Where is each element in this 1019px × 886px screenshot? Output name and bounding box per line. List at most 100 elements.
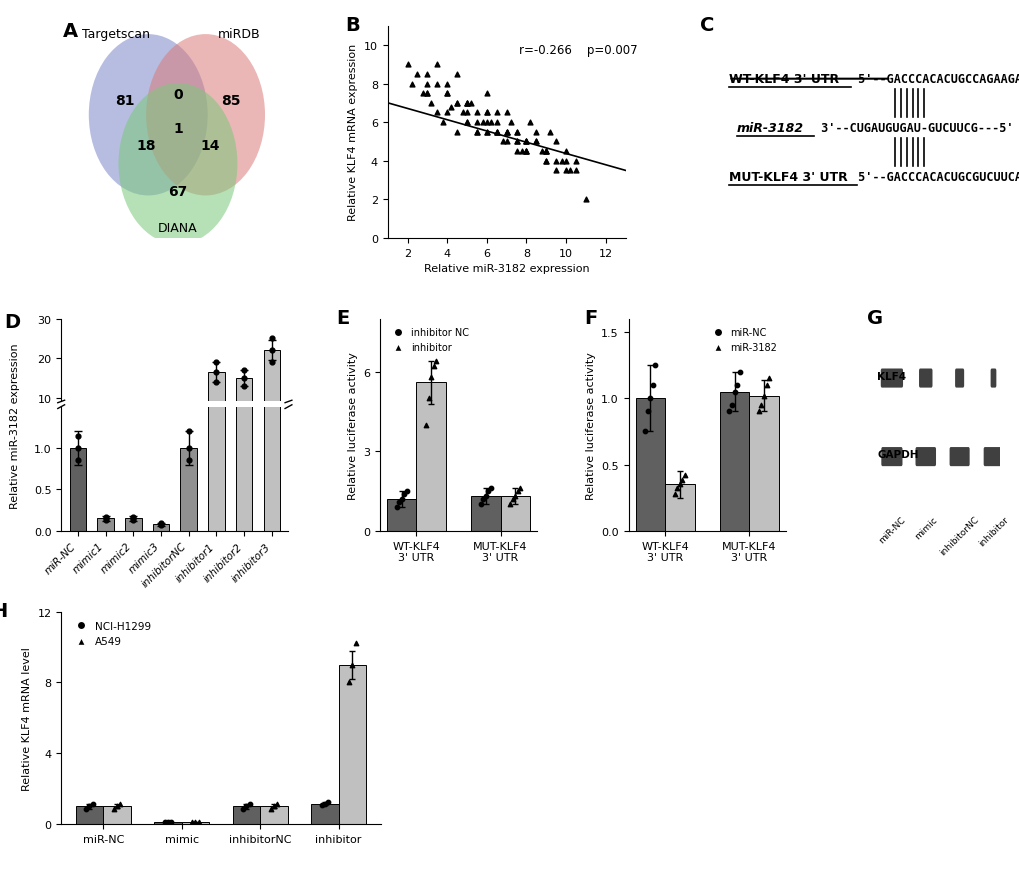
Point bbox=[547, 136, 564, 150]
Point bbox=[125, 514, 142, 528]
Point bbox=[429, 106, 445, 120]
Point bbox=[425, 360, 441, 374]
Point bbox=[163, 815, 179, 829]
Point bbox=[639, 405, 655, 419]
Point bbox=[235, 371, 252, 385]
Point bbox=[388, 501, 405, 515]
Point bbox=[577, 193, 593, 207]
Point bbox=[507, 126, 524, 140]
Point bbox=[125, 430, 142, 444]
Point bbox=[498, 106, 515, 120]
Point bbox=[760, 372, 776, 386]
Point bbox=[418, 418, 434, 432]
Point bbox=[415, 87, 431, 101]
Point bbox=[753, 399, 769, 413]
Bar bbox=[208, 0, 224, 532]
Legend: miR-NC, miR-3182: miR-NC, miR-3182 bbox=[703, 324, 781, 357]
Point bbox=[235, 802, 252, 816]
Point bbox=[518, 144, 534, 159]
Ellipse shape bbox=[89, 35, 208, 196]
Point bbox=[160, 815, 176, 829]
Point bbox=[498, 136, 515, 150]
Point bbox=[557, 154, 574, 168]
Point bbox=[469, 126, 485, 140]
Point bbox=[419, 87, 435, 101]
Bar bbox=[416, 383, 445, 532]
Point bbox=[504, 493, 521, 507]
Point bbox=[726, 385, 742, 400]
Text: 81: 81 bbox=[115, 94, 135, 108]
Point bbox=[478, 106, 494, 120]
Point bbox=[423, 97, 439, 111]
Bar bbox=[69, 448, 86, 532]
Point bbox=[541, 126, 557, 140]
Point bbox=[518, 144, 534, 159]
Bar bbox=[635, 399, 664, 532]
Point bbox=[502, 116, 519, 130]
Text: H: H bbox=[0, 602, 7, 620]
Bar bbox=[719, 392, 749, 532]
Point bbox=[208, 355, 224, 369]
Point bbox=[97, 430, 113, 444]
Text: miR-3182: miR-3182 bbox=[737, 122, 803, 135]
Point bbox=[157, 815, 173, 829]
Point bbox=[459, 97, 475, 111]
Point bbox=[125, 510, 142, 525]
Point bbox=[755, 389, 771, 403]
Point bbox=[498, 126, 515, 140]
Point bbox=[538, 154, 554, 168]
Point bbox=[676, 469, 692, 483]
Point bbox=[419, 77, 435, 91]
Point bbox=[482, 116, 498, 130]
Point bbox=[474, 116, 490, 130]
Text: mimic: mimic bbox=[912, 515, 937, 540]
Text: 5'--GACCCACACUGCGUCUUCAG...3': 5'--GACCCACACUGCGUCUUCAG...3' bbox=[851, 171, 1019, 183]
Point bbox=[313, 798, 329, 812]
Point bbox=[522, 116, 538, 130]
Point bbox=[409, 67, 425, 82]
Point bbox=[637, 424, 653, 439]
Point bbox=[208, 365, 224, 379]
Y-axis label: Relative KLF4 mRNA expression: Relative KLF4 mRNA expression bbox=[348, 44, 358, 222]
Point bbox=[538, 144, 554, 159]
Point bbox=[125, 430, 142, 444]
Point bbox=[419, 87, 435, 101]
Point bbox=[208, 375, 224, 389]
Point bbox=[731, 365, 747, 379]
Point bbox=[498, 126, 515, 140]
Text: 1: 1 bbox=[173, 121, 182, 136]
Y-axis label: Relative luciferase activity: Relative luciferase activity bbox=[347, 352, 358, 499]
Point bbox=[97, 430, 113, 444]
Point bbox=[644, 378, 660, 392]
Point bbox=[518, 136, 534, 150]
Text: miR-NC: miR-NC bbox=[876, 515, 906, 544]
Text: F: F bbox=[584, 308, 597, 328]
Point bbox=[97, 510, 113, 525]
Ellipse shape bbox=[146, 35, 265, 196]
Text: r=-0.266    p=0.007: r=-0.266 p=0.007 bbox=[518, 43, 637, 57]
Point bbox=[507, 136, 524, 150]
Point bbox=[242, 797, 258, 811]
Point bbox=[478, 116, 494, 130]
Point bbox=[269, 797, 285, 811]
Point bbox=[757, 378, 773, 392]
Bar bbox=[69, 433, 86, 438]
Point bbox=[180, 425, 197, 439]
Point bbox=[459, 97, 475, 111]
Point bbox=[454, 106, 471, 120]
Point bbox=[480, 485, 496, 499]
Point bbox=[498, 126, 515, 140]
Point bbox=[419, 67, 435, 82]
Point bbox=[428, 354, 444, 369]
Point bbox=[494, 136, 511, 150]
Point bbox=[153, 517, 169, 531]
X-axis label: Relative miR-3182 expression: Relative miR-3182 expression bbox=[424, 264, 589, 274]
Point bbox=[78, 802, 95, 816]
Point bbox=[642, 392, 658, 406]
Point bbox=[469, 106, 485, 120]
Y-axis label: Relative KLF4 mRNA level: Relative KLF4 mRNA level bbox=[21, 646, 32, 789]
Point bbox=[125, 430, 142, 444]
FancyBboxPatch shape bbox=[915, 447, 935, 467]
Text: MUT-KLF4 3' UTR: MUT-KLF4 3' UTR bbox=[728, 171, 847, 183]
Point bbox=[459, 116, 475, 130]
